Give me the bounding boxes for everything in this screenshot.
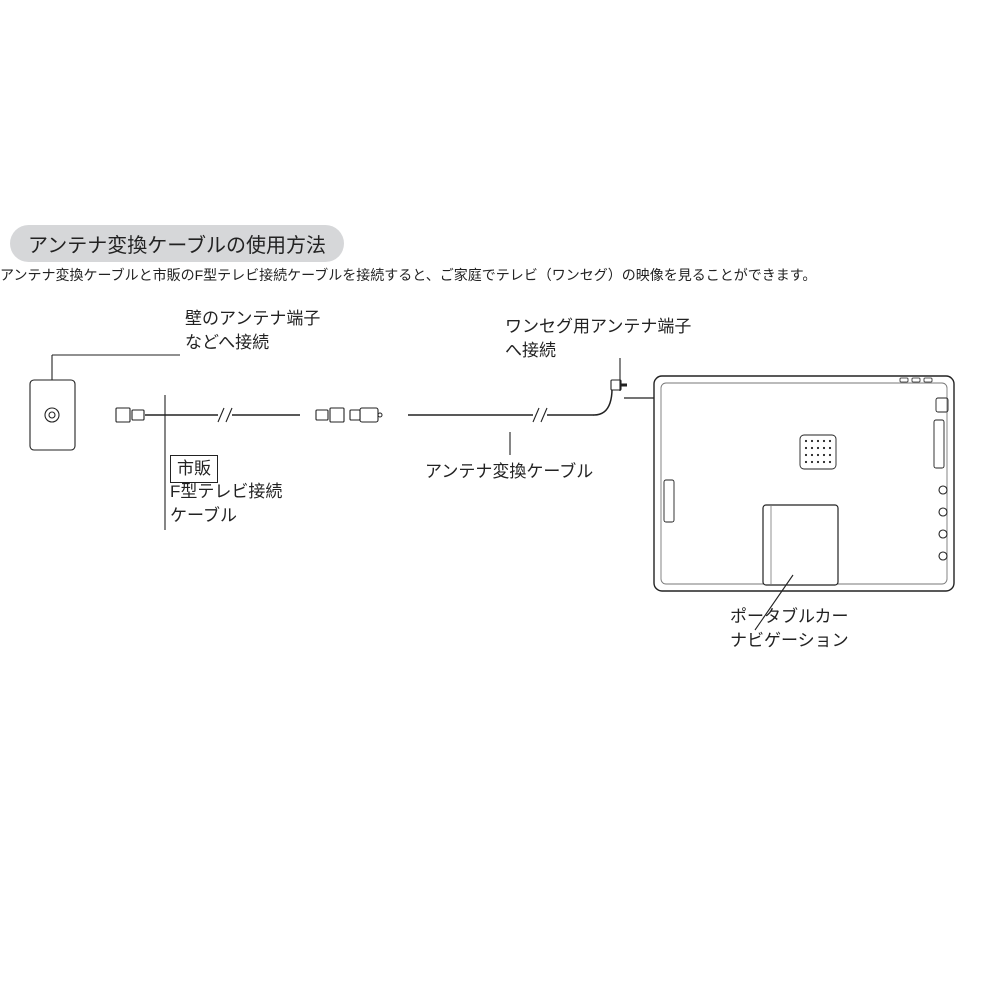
diagram-svg (0, 0, 1000, 1000)
diagram-container: アンテナ変換ケーブルの使用方法 アンテナ変換ケーブルと市販のF型テレビ接続ケーブ… (0, 0, 1000, 1000)
